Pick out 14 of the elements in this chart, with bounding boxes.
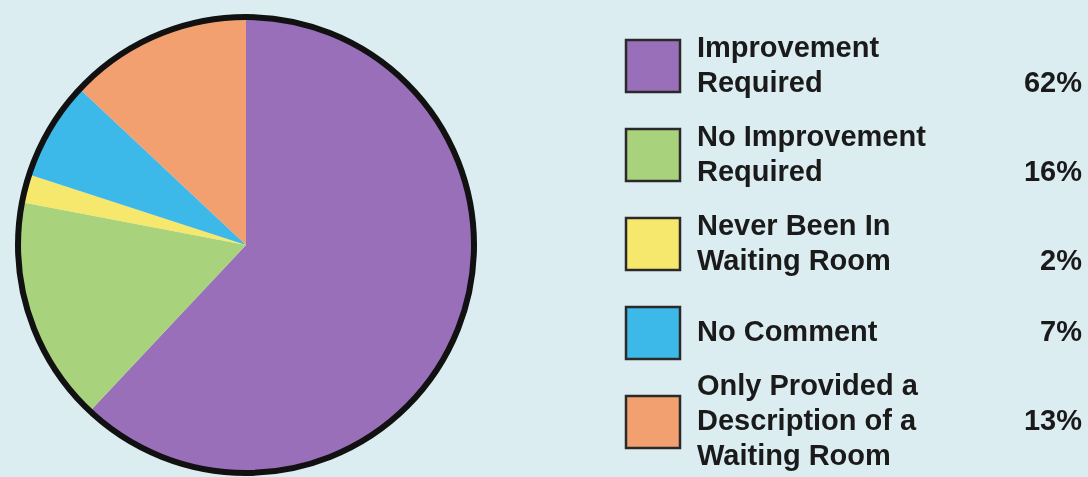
- pie-slice: [29, 88, 246, 245]
- legend-label: No Comment: [697, 315, 878, 347]
- legend-label: Improvement Required: [697, 30, 880, 98]
- legend-label: Only Provided a Description of a Waiting Room: [697, 369, 919, 471]
- data-label: 7%: [1040, 315, 1083, 347]
- pie-slice: [89, 17, 474, 473]
- legend-label: Never Been In Waiting Room: [697, 208, 891, 276]
- data-label: 2%: [1040, 243, 1083, 276]
- data-label: 62%: [1023, 65, 1083, 98]
- data-label: 13%: [1023, 404, 1083, 436]
- data-label: 16%: [1023, 154, 1083, 187]
- pie-slice: [22, 174, 246, 245]
- legend-label: No Improvement Required: [697, 119, 927, 187]
- pie-slice: [79, 17, 246, 245]
